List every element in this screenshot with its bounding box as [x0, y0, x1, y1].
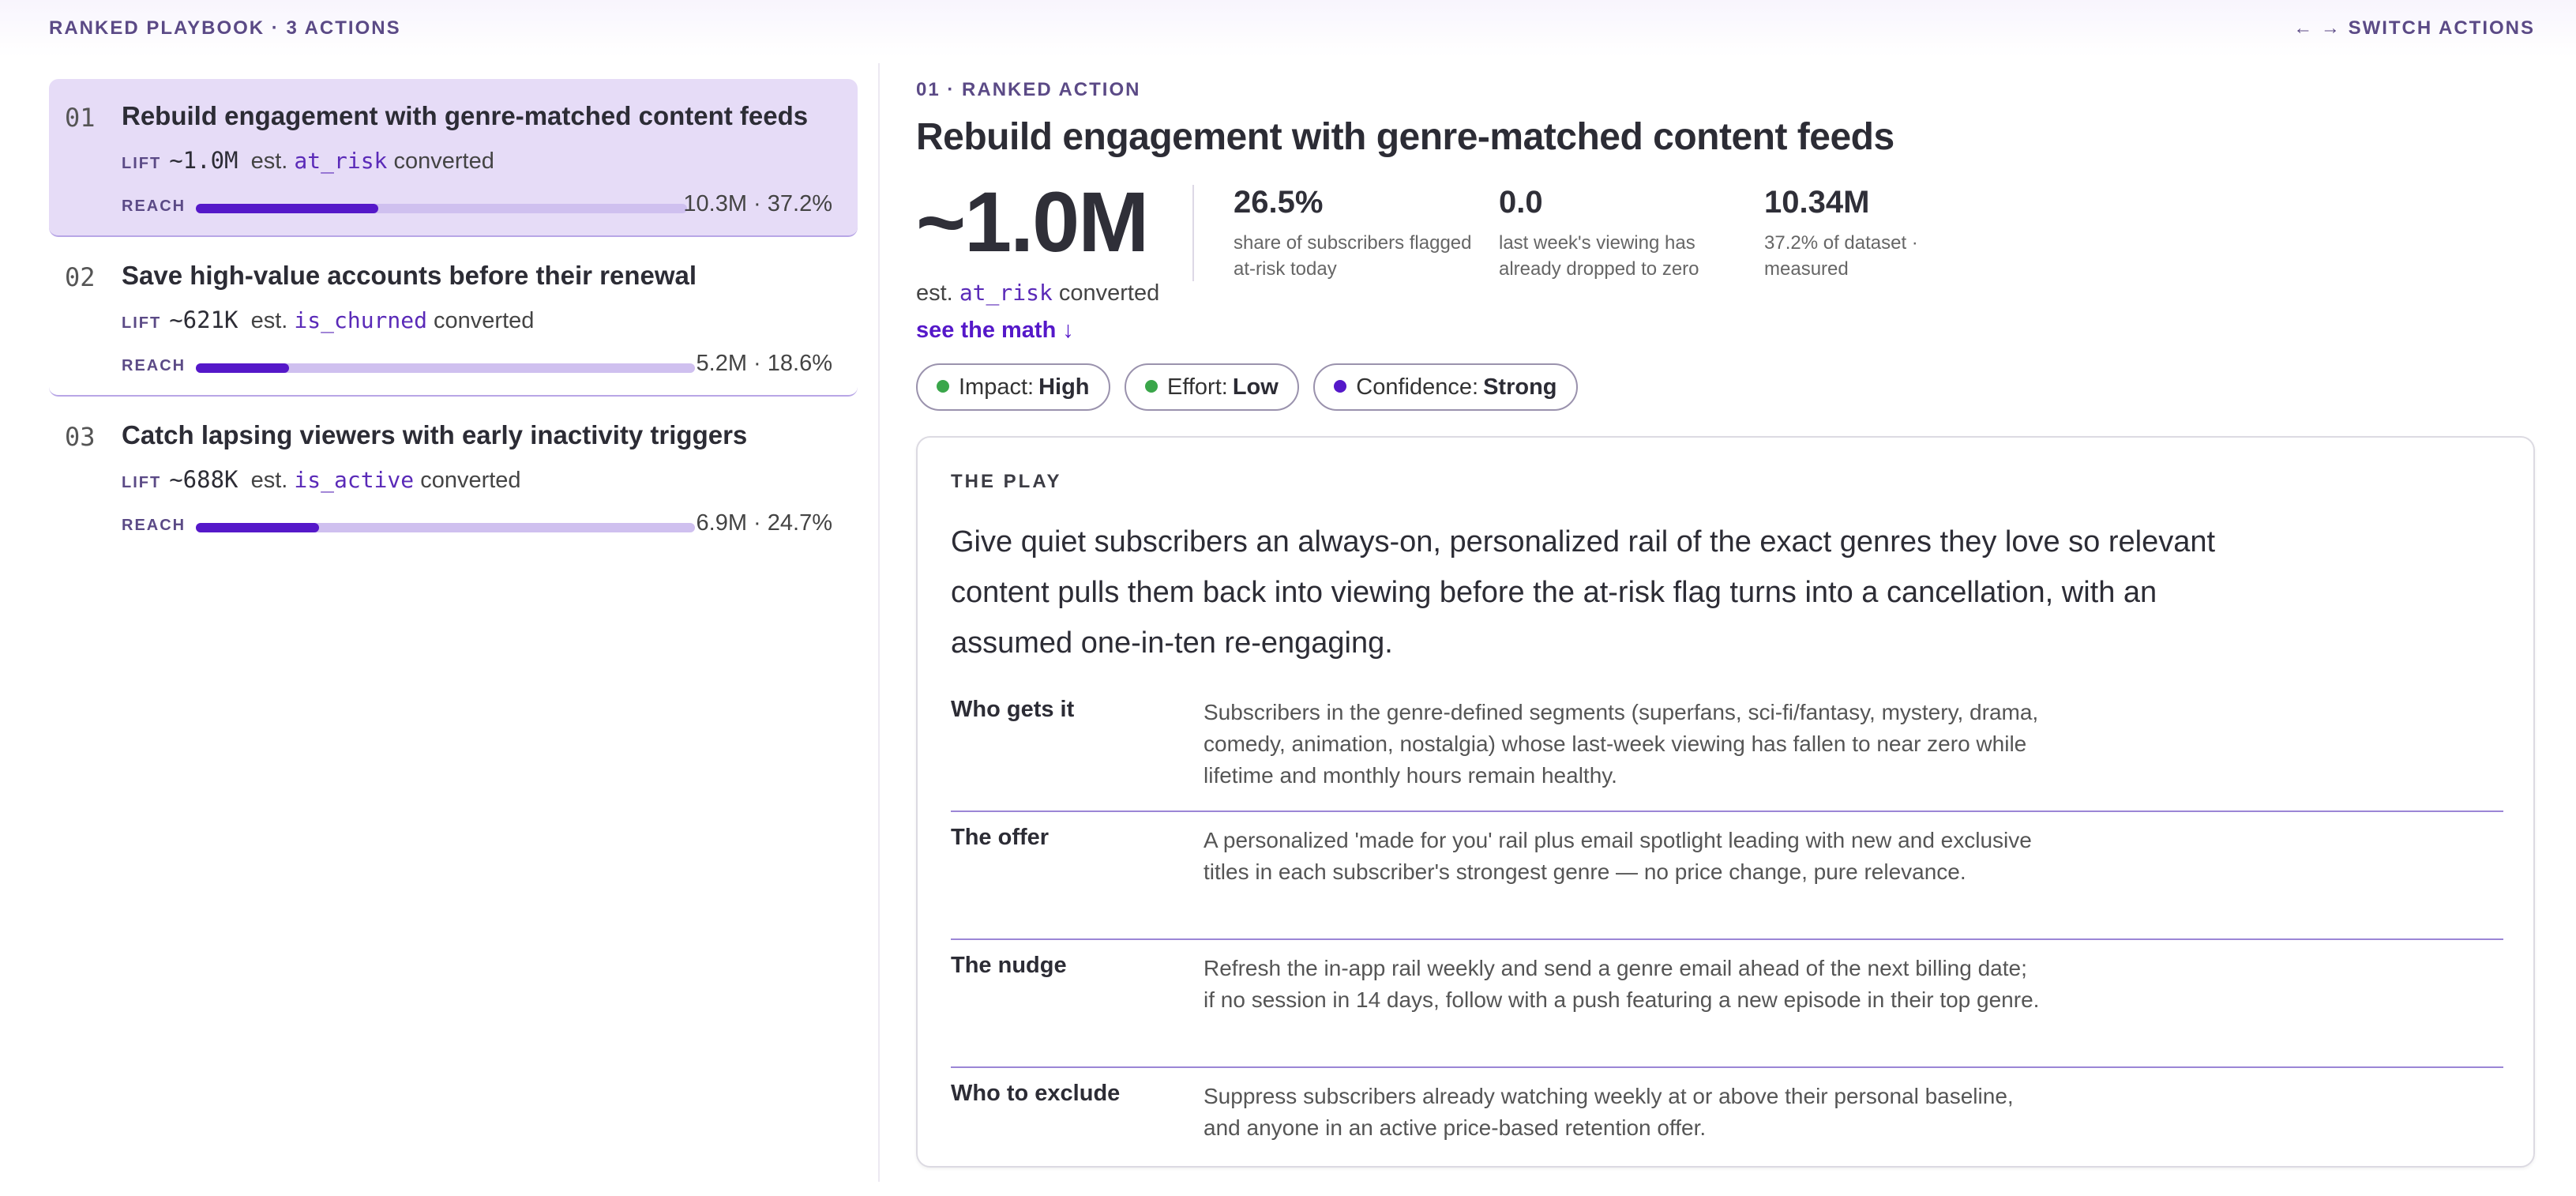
lift-tag: LIFT	[122, 314, 162, 332]
est-label: est.	[250, 308, 288, 333]
stat-value: 26.5%	[1234, 185, 1324, 220]
est-label: est.	[916, 280, 953, 306]
target-field: is_active	[294, 467, 415, 493]
lift-value: ~688K	[169, 466, 238, 493]
est-label: est.	[250, 468, 288, 493]
lift-tag: LIFT	[122, 474, 162, 491]
pill-value: Strong	[1483, 374, 1557, 400]
impact-pill: Impact: High	[916, 363, 1110, 411]
stat-last-week-viewing: 0.0 last week's viewing has already drop…	[1499, 185, 1752, 282]
action-number: 02	[65, 262, 96, 292]
reach-tag: REACH	[122, 517, 186, 534]
pill-value: High	[1038, 374, 1090, 400]
play-label: THE PLAY	[951, 471, 1062, 492]
panel-divider	[878, 63, 880, 1182]
stat-at-risk-share: 26.5% share of subscribers flagged at-ri…	[1234, 185, 1486, 282]
action-title: Rebuild engagement with genre-matched co…	[122, 101, 809, 130]
row-key: Who gets it	[951, 697, 1075, 722]
playbook-heading: RANKED PLAYBOOK · 3 ACTIONS	[49, 17, 401, 39]
stat-value: 10.34M	[1764, 185, 1870, 220]
status-dot-icon	[937, 380, 949, 393]
lift-row: LIFT ~621K est. is_churned converted	[122, 307, 534, 334]
action-item-03[interactable]: 03 Catch lapsing viewers with early inac…	[49, 398, 858, 556]
action-detail: 01 · RANKED ACTION Rebuild engagement wi…	[916, 79, 2535, 1168]
pill-label: Confidence:	[1356, 374, 1479, 400]
reach-bar-fill	[196, 363, 289, 373]
reach-row: REACH 6.9M · 24.7%	[122, 510, 832, 542]
lift-value: ~1.0M	[169, 147, 238, 174]
confidence-pill: Confidence: Strong	[1313, 363, 1578, 411]
action-item-01[interactable]: 01 Rebuild engagement with genre-matched…	[49, 79, 858, 237]
reach-value: 6.9M · 24.7%	[696, 510, 832, 536]
reach-row: REACH 5.2M · 18.6%	[122, 351, 832, 382]
reach-value: 5.2M · 18.6%	[696, 351, 832, 376]
lift-tag: LIFT	[122, 155, 162, 172]
play-row-the-nudge: The nudge Refresh the in-app rail weekly…	[951, 940, 2503, 1068]
effort-pill: Effort: Low	[1124, 363, 1299, 411]
play-row-who-gets-it: Who gets it Subscribers in the genre-def…	[951, 684, 2503, 812]
stat-dataset-reach: 10.34M 37.2% of dataset · measured	[1764, 185, 1954, 282]
hero-metric: ~1.0M est. at_risk converted see the mat…	[916, 179, 1159, 344]
target-field: is_churned	[294, 307, 427, 333]
action-title: Save high-value accounts before their re…	[122, 261, 697, 290]
row-key: The nudge	[951, 953, 1067, 978]
row-value: Subscribers in the genre-defined segment…	[1204, 700, 2039, 788]
row-value: Refresh the in-app rail weekly and send …	[1204, 956, 2040, 1012]
pill-label: Effort:	[1166, 374, 1228, 400]
reach-bar	[196, 523, 695, 532]
pill-value: Low	[1232, 374, 1279, 400]
est-line: est. at_risk converted	[916, 280, 1159, 307]
action-item-02[interactable]: 02 Save high-value accounts before their…	[49, 239, 858, 397]
converted-label: converted	[420, 468, 521, 493]
reach-bar	[196, 204, 687, 213]
detail-kicker: 01 · RANKED ACTION	[916, 79, 1141, 100]
lift-value: ~621K	[169, 307, 238, 333]
action-list: 01 Rebuild engagement with genre-matched…	[49, 79, 858, 558]
row-key: The offer	[951, 825, 1050, 850]
action-number: 01	[65, 103, 96, 133]
target-field: at_risk	[294, 148, 388, 174]
detail-title: Rebuild engagement with genre-matched co…	[916, 116, 1894, 158]
target-field: at_risk	[959, 280, 1053, 306]
reach-bar-fill	[196, 523, 320, 532]
see-the-math-link[interactable]: see the math ↓	[916, 318, 1074, 343]
status-dot-icon	[1334, 380, 1347, 393]
switch-actions-hint[interactable]: ← → SWITCH ACTIONS	[2293, 17, 2535, 39]
reach-value: 10.3M · 37.2%	[683, 191, 832, 216]
top-bar: RANKED PLAYBOOK · 3 ACTIONS ← → SWITCH A…	[0, 0, 2576, 57]
converted-label: converted	[393, 149, 494, 174]
stat-desc: last week's viewing has already dropped …	[1499, 232, 1699, 280]
stat-desc: 37.2% of dataset · measured	[1764, 232, 1918, 280]
the-play-card: THE PLAY Give quiet subscribers an alway…	[916, 436, 2535, 1168]
play-row-who-to-exclude: Who to exclude Suppress subscribers alre…	[951, 1068, 2503, 1196]
reach-tag: REACH	[122, 357, 186, 374]
stat-desc: share of subscribers flagged at-risk tod…	[1234, 232, 1472, 280]
action-number: 03	[65, 422, 96, 452]
stat-separator	[1192, 185, 1194, 281]
reach-bar-fill	[196, 204, 379, 213]
row-value: A personalized 'made for you' rail plus …	[1204, 828, 2032, 884]
big-lift-value: ~1.0M	[916, 174, 1149, 269]
lift-row: LIFT ~688K est. is_active converted	[122, 466, 521, 494]
pill-label: Impact:	[959, 374, 1035, 400]
play-lead: Give quiet subscribers an always-on, per…	[951, 525, 2216, 660]
stat-value: 0.0	[1499, 185, 1543, 220]
reach-row: REACH 10.3M · 37.2%	[122, 191, 832, 223]
row-key: Who to exclude	[951, 1081, 1121, 1106]
status-dot-icon	[1144, 380, 1158, 393]
row-value: Suppress subscribers already watching we…	[1204, 1084, 2014, 1140]
converted-label: converted	[434, 308, 535, 333]
rating-pills: Impact: High Effort: Low Confidence: Strong	[916, 363, 1589, 411]
reach-tag: REACH	[122, 197, 186, 215]
est-label: est.	[250, 149, 288, 174]
reach-bar	[196, 363, 695, 373]
action-title: Catch lapsing viewers with early inactiv…	[122, 420, 748, 449]
lift-row: LIFT ~1.0M est. at_risk converted	[122, 147, 494, 175]
converted-label: converted	[1058, 280, 1160, 306]
play-rows: Who gets it Subscribers in the genre-def…	[951, 684, 2503, 1196]
play-row-the-offer: The offer A personalized 'made for you' …	[951, 812, 2503, 940]
